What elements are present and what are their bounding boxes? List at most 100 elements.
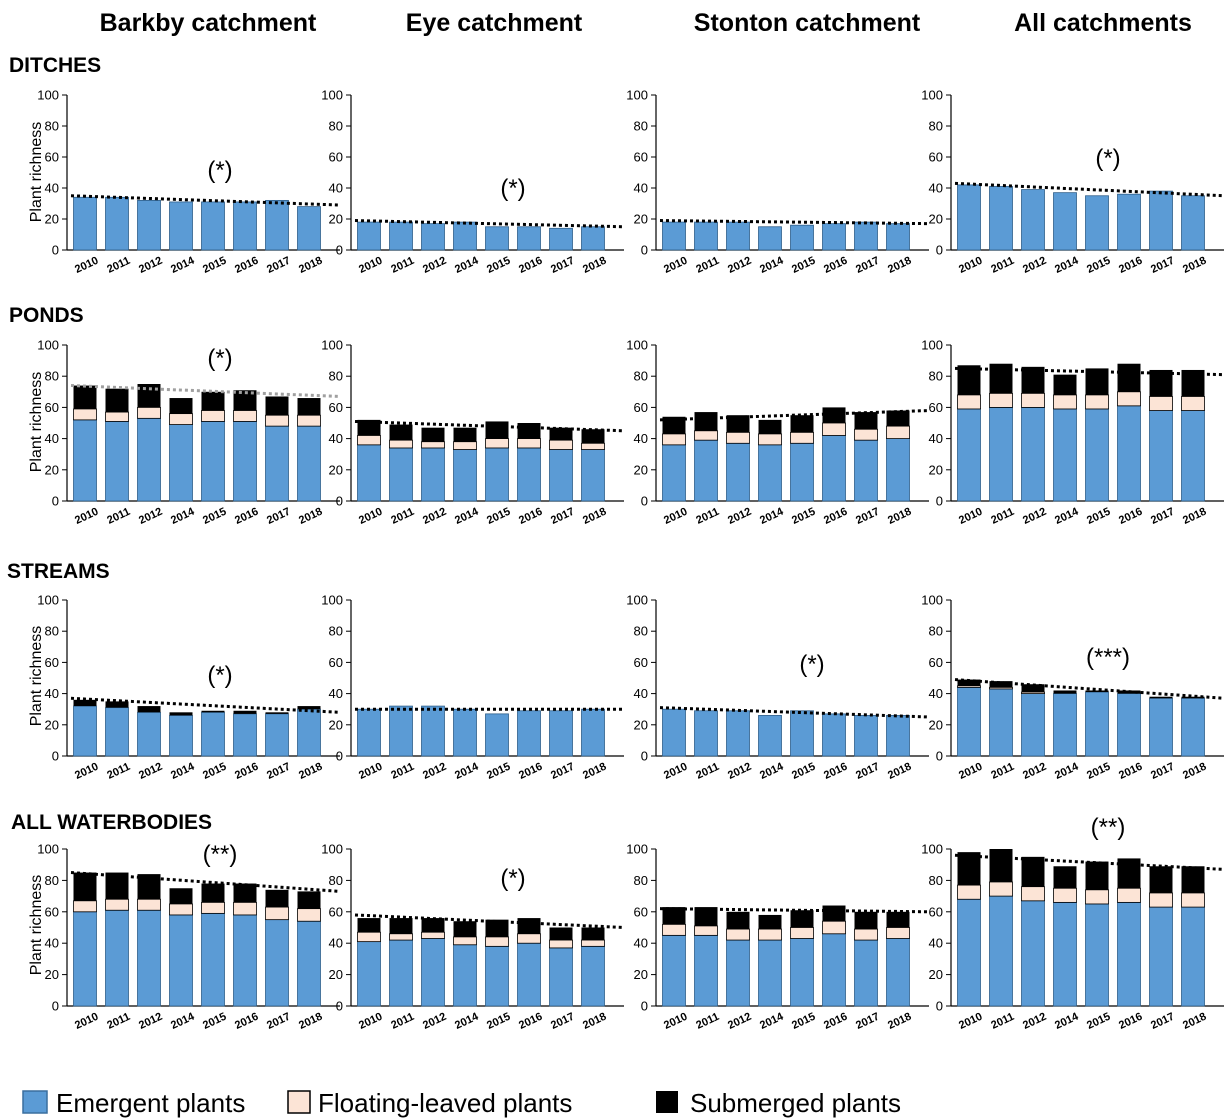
bar-emergent: [1085, 408, 1109, 502]
bar-floating: [1053, 887, 1077, 903]
x-tick-label: 2016: [517, 761, 544, 782]
y-tick-label: 60: [929, 150, 943, 165]
chart-panel: 0 20 40 60 80 100 2010 2011 2012 2014 2015 2016 2017…: [626, 842, 930, 1032]
x-tick-label: 2011: [989, 506, 1016, 527]
x-tick-label: 2016: [822, 761, 849, 782]
x-tick-label: 2011: [389, 506, 416, 527]
x-tick-label: 2012: [421, 761, 448, 782]
x-tick-label: 2016: [233, 1011, 260, 1032]
bar-emergent: [957, 686, 981, 757]
bar-emergent: [297, 425, 321, 502]
x-tick-label: 2018: [581, 255, 608, 276]
chart-panel: 0 20 40 60 80 100 2010 2011 2012 2014 2015 2016 2017…: [321, 338, 625, 527]
bar-submerged: [265, 889, 289, 908]
y-tick-label: 100: [321, 338, 343, 353]
bar-emergent: [1149, 410, 1173, 502]
x-tick-label: 2012: [421, 506, 448, 527]
bar-submerged: [1149, 369, 1173, 397]
x-tick-label: 2014: [169, 254, 197, 276]
column-header-eye: Eye catchment: [406, 9, 583, 37]
bar-floating: [726, 928, 750, 941]
bar-floating: [854, 428, 878, 441]
x-tick-label: 2011: [694, 761, 721, 782]
y-tick-label: 40: [634, 936, 648, 951]
trend-line: [354, 913, 625, 929]
bar-submerged: [297, 891, 321, 909]
trend-line: [659, 409, 930, 422]
bar-emergent: [854, 939, 878, 1007]
bar-emergent: [1181, 906, 1205, 1007]
x-tick-label: 2017: [854, 761, 881, 782]
significance-label: (*): [207, 157, 232, 184]
trend-line: [354, 419, 625, 433]
bar-floating: [421, 441, 445, 449]
x-tick-label: 2010: [957, 255, 984, 276]
bar-floating: [549, 439, 573, 450]
bar-emergent: [886, 223, 910, 251]
y-tick-label: 20: [45, 212, 59, 227]
bar-emergent: [790, 224, 814, 251]
bar-submerged: [886, 410, 910, 427]
bar-submerged: [726, 415, 750, 433]
x-tick-label: 2018: [297, 1011, 324, 1032]
x-tick-label: 2017: [1149, 1011, 1176, 1032]
bar-emergent: [1149, 697, 1173, 757]
x-tick-label: 2011: [105, 255, 132, 276]
bar-submerged: [105, 872, 129, 900]
bar-submerged: [453, 921, 477, 937]
legend-swatch-submerged: [656, 1091, 678, 1113]
trend-line: [954, 678, 1224, 700]
bar-emergent: [105, 196, 129, 251]
bar-floating: [1053, 394, 1077, 410]
bar-submerged: [201, 883, 225, 903]
bar-floating: [517, 933, 541, 944]
x-tick-label: 2018: [1181, 761, 1208, 782]
bar-submerged: [694, 907, 718, 926]
bar-floating: [758, 928, 782, 941]
x-tick-label: 2017: [265, 506, 292, 527]
bar-emergent: [297, 708, 321, 757]
bar-emergent: [549, 710, 573, 757]
x-tick-label: 2014: [1053, 505, 1081, 527]
bar-emergent: [957, 184, 981, 251]
x-tick-label: 2011: [389, 255, 416, 276]
x-tick-label: 2012: [137, 1011, 164, 1032]
bar-submerged: [357, 918, 381, 933]
bar-floating: [389, 439, 413, 449]
bar-emergent: [549, 947, 573, 1007]
y-tick-label: 80: [634, 119, 648, 134]
bar-submerged: [1053, 690, 1077, 694]
bar-submerged: [957, 365, 981, 395]
x-tick-label: 2018: [1181, 255, 1208, 276]
row-header-ponds: PONDS: [9, 304, 84, 327]
bar-floating: [453, 441, 477, 450]
bar-emergent: [694, 439, 718, 502]
bar-emergent: [137, 199, 161, 251]
x-tick-label: 2018: [1181, 1011, 1208, 1032]
bar-emergent: [694, 934, 718, 1007]
bar-emergent: [726, 442, 750, 502]
bar-submerged: [957, 679, 981, 686]
x-tick-label: 2016: [1117, 255, 1144, 276]
bar-floating: [989, 392, 1013, 408]
bar-floating: [357, 931, 381, 943]
x-tick-label: 2014: [758, 1010, 786, 1032]
y-tick-label: 20: [929, 717, 943, 732]
bar-emergent: [854, 439, 878, 502]
bar-submerged: [549, 427, 573, 441]
chart-panel: 0 20 40 60 80 100 2010 2011 2012 2014 2015 2016 2017…: [37, 841, 341, 1032]
bar-emergent: [1021, 406, 1045, 502]
x-tick-label: 2012: [137, 255, 164, 276]
bar-emergent: [1117, 901, 1141, 1007]
x-tick-label: 2015: [201, 1011, 228, 1032]
bar-emergent: [1085, 691, 1109, 757]
bar-emergent: [726, 221, 750, 251]
significance-label: (**): [203, 841, 238, 868]
x-tick-label: 2015: [485, 506, 512, 527]
x-tick-label: 2014: [453, 254, 481, 276]
bar-emergent: [758, 226, 782, 251]
bar-submerged: [1085, 368, 1109, 395]
y-tick-label: 100: [626, 842, 648, 857]
bar-submerged: [297, 706, 321, 710]
